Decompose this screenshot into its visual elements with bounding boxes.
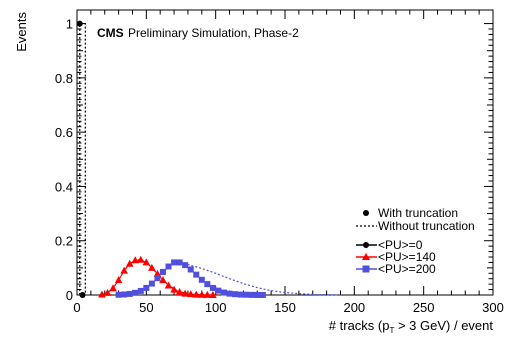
- series-pu140-point: [148, 263, 156, 271]
- series-pu200-point: [121, 291, 128, 298]
- series-pu200-without-truncation-line: [118, 261, 341, 296]
- series-layer: [76, 20, 341, 298]
- series-pu200-point: [182, 262, 189, 269]
- legend-marker-pu200: [362, 265, 370, 273]
- legend-label-pu140: <PU>=140: [378, 250, 436, 264]
- series-pu140-point: [203, 290, 212, 298]
- x-axis-label-sub: T: [389, 326, 394, 335]
- series-pu200-point: [243, 291, 250, 298]
- series-pu140-point: [181, 289, 189, 297]
- y-tick-label: 0.2: [55, 234, 73, 249]
- series-pu200-point: [165, 263, 172, 270]
- series-pu0-without-truncation-line: [79, 22, 86, 295]
- series-pu200-point: [198, 276, 205, 283]
- x-tick-label: 300: [482, 300, 504, 315]
- series-pu200-point: [137, 287, 144, 294]
- series-pu140-point: [159, 276, 167, 284]
- legend: With truncation Without truncation <PU>=…: [356, 206, 475, 276]
- y-tick-label: 0.6: [55, 125, 73, 140]
- series-pu200-point: [126, 290, 133, 297]
- series-pu140-point: [186, 290, 195, 298]
- series-pu140-point: [125, 259, 134, 267]
- series-pu140-point: [120, 266, 128, 274]
- series-pu140-point: [131, 256, 140, 264]
- series-pu200-point: [171, 259, 178, 266]
- y-tick-label: 0.8: [55, 71, 73, 86]
- x-tick-label: 150: [274, 300, 296, 315]
- x-axis-label: # tracks (pT > 3 GeV) / event: [329, 318, 494, 335]
- y-tick-label: 0.4: [55, 179, 73, 194]
- y-tick-label: 1: [66, 17, 73, 32]
- series-pu0-point: [79, 292, 86, 298]
- series-pu140-point: [192, 290, 201, 298]
- series-pu200-point: [176, 259, 183, 266]
- series-pu140-point: [209, 291, 217, 298]
- series-pu200-point: [209, 284, 216, 291]
- series-pu200-point: [204, 281, 211, 288]
- legend-marker-with-truncation: [363, 210, 369, 216]
- legend-label-with-truncation: With truncation: [378, 206, 458, 220]
- series-pu200-point: [237, 291, 244, 298]
- cms-title: CMS: [97, 26, 124, 40]
- x-tick-label: 0: [73, 300, 80, 315]
- series-pu200-point: [187, 266, 194, 273]
- series-pu200-point: [132, 289, 139, 296]
- series-pu200-point: [193, 271, 200, 278]
- series-pu140-point: [136, 255, 145, 263]
- x-axis-label-pre: # tracks (p: [329, 318, 390, 333]
- series-pu200-point: [148, 280, 155, 287]
- y-axis-label: Events: [14, 12, 29, 52]
- series-pu200-point: [254, 291, 261, 298]
- legend-label-pu0: <PU>=0: [378, 238, 423, 252]
- legend-marker-pu140: [362, 253, 370, 260]
- series-pu140-point: [142, 258, 151, 266]
- series-pu200-point: [215, 287, 222, 294]
- series-pu200-point: [232, 291, 239, 298]
- series-pu140-point: [153, 269, 162, 277]
- series-pu200-point: [226, 290, 233, 297]
- x-tick-label: 50: [139, 300, 153, 315]
- series-pu140-point: [198, 290, 206, 298]
- chart-subtitle: Preliminary Simulation, Phase-2: [128, 26, 299, 40]
- x-tick-label: 200: [343, 300, 365, 315]
- series-pu200-point: [259, 292, 266, 298]
- x-tick-label: 100: [205, 300, 227, 315]
- series-pu140-point: [109, 284, 117, 292]
- axis-tick-labels: 0 50 100 150 200 250 300 0 0.2 0.4 0.6 0.8 1: [55, 17, 504, 315]
- series-pu200-point: [115, 291, 122, 298]
- y-tick-label: 0: [66, 288, 73, 303]
- series-pu140-point: [175, 288, 184, 296]
- legend-label-pu200: <PU>=200: [378, 262, 436, 276]
- series-pu140-point: [164, 281, 173, 289]
- series-pu140-point: [114, 276, 123, 284]
- series-pu200-point: [220, 289, 227, 296]
- series-pu200-point: [159, 268, 166, 275]
- series-pu200-point: [154, 275, 161, 282]
- legend-label-without-truncation: Without truncation: [378, 219, 475, 233]
- legend-marker-pu0: [363, 242, 369, 248]
- series-pu200-point: [248, 291, 255, 298]
- series-pu140-point: [103, 288, 112, 296]
- series-pu200-point: [143, 284, 150, 291]
- x-axis-label-post: > 3 GeV) / event: [394, 318, 493, 333]
- series-pu140-point: [170, 285, 178, 293]
- x-tick-label: 250: [413, 300, 435, 315]
- series-pu0-point: [76, 20, 83, 27]
